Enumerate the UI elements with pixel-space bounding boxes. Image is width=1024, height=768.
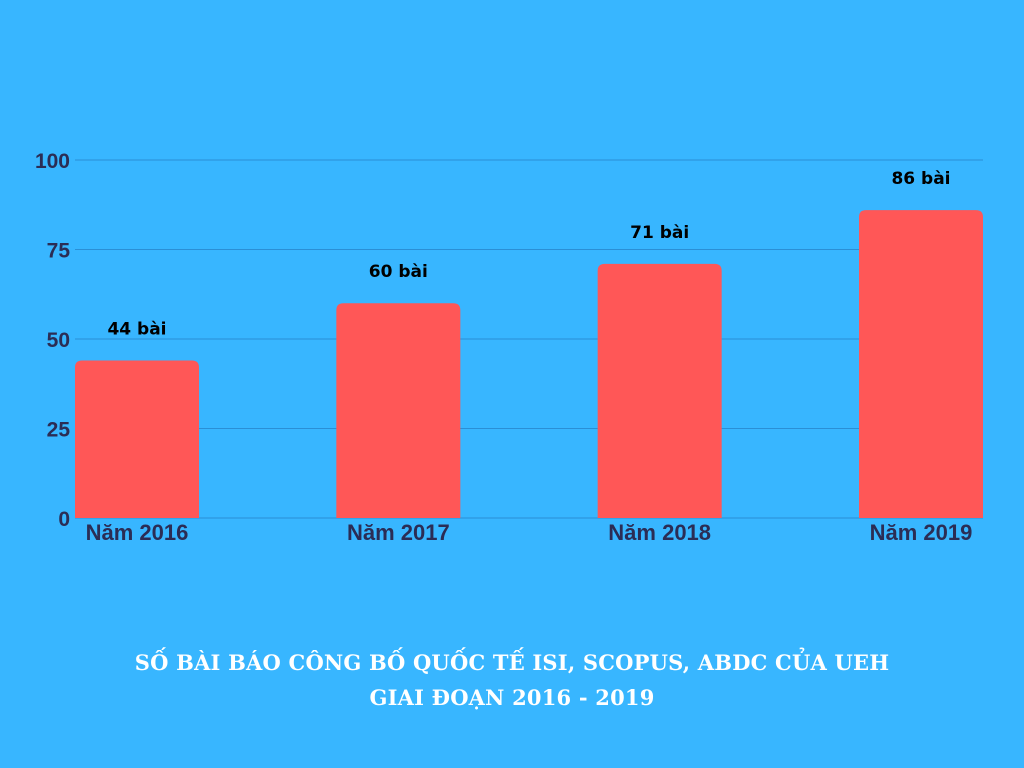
data-labels: 44 bài 60 bài 71 bài 86 bài: [107, 169, 950, 339]
chart-caption-line-1: SỐ BÀI BÁO CÔNG BỐ QUỐC TẾ ISI, SCOPUS, …: [134, 650, 890, 675]
x-tick-label: Năm 2016: [86, 520, 189, 545]
chart-caption-line-2: GIAI ĐOẠN 2016 - 2019: [369, 685, 655, 710]
x-tick-label: Năm 2018: [608, 520, 711, 545]
x-tick-label: Năm 2019: [870, 520, 973, 545]
bar-value-label: 60 bài: [369, 262, 428, 282]
y-tick-label: 25: [47, 419, 71, 442]
y-tick-label: 100: [35, 150, 70, 173]
x-axis-ticks: Năm 2016 Năm 2017 Năm 2018 Năm 2019: [86, 520, 973, 545]
bar: [336, 303, 461, 518]
bar: [75, 360, 199, 518]
bar-value-label: 86 bài: [891, 169, 950, 189]
bar-value-label: 71 bài: [630, 223, 689, 243]
y-axis-ticks: 0 25 50 75 100: [35, 150, 70, 531]
bar: [597, 263, 722, 518]
bar-value-label: 44 bài: [107, 319, 166, 339]
y-tick-label: 0: [58, 508, 70, 531]
bars: [75, 210, 983, 518]
y-tick-label: 50: [47, 329, 70, 352]
y-tick-label: 75: [47, 240, 71, 263]
gridlines: [75, 159, 983, 519]
bar: [859, 210, 983, 518]
x-tick-label: Năm 2017: [347, 520, 450, 545]
